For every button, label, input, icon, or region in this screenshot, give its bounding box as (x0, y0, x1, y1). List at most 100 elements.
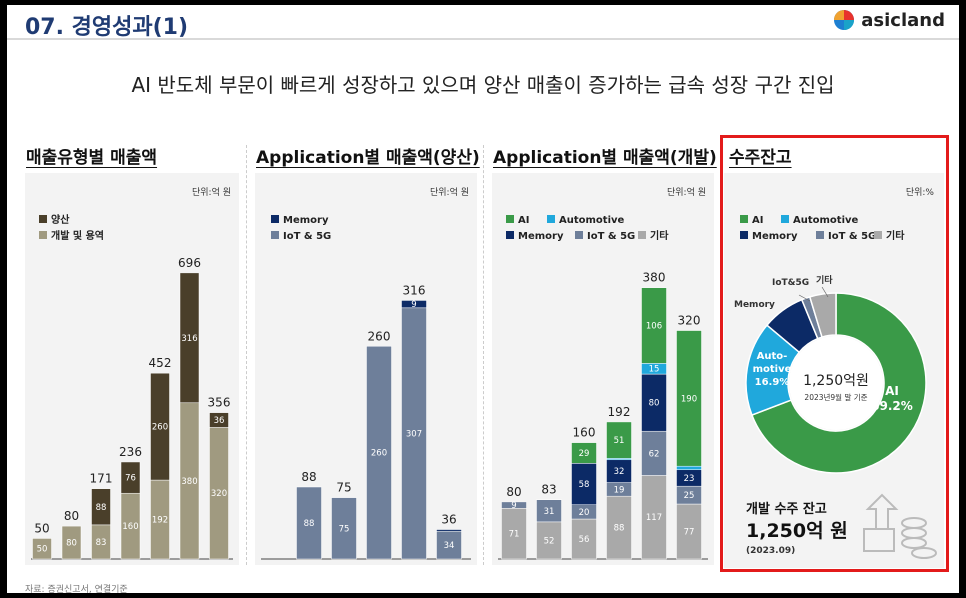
bar-iot-5g-2018 (501, 501, 527, 509)
bar-양산-2020 (120, 461, 141, 494)
bar-기타-23.06 (676, 503, 702, 560)
legend-swatch-automotive (781, 215, 789, 223)
bar-total-label: 696 (178, 256, 201, 270)
bar-value-label: 380 (181, 477, 197, 487)
bar-value-label: 192 (152, 516, 168, 526)
bar-memory-23.06 (436, 529, 462, 532)
slice-label-iot: IoT&5G (772, 278, 809, 288)
bar-value-label: 106 (646, 322, 662, 332)
panel-title-app-mass: Application별 매출액(양산) (256, 148, 480, 168)
center-value: 1,250억원 (803, 373, 869, 389)
bar-memory-2022 (401, 300, 427, 309)
bar-양산-23.06 (209, 412, 229, 428)
bar-iot-5g-2021 (366, 346, 392, 560)
legend-label-양산: 양산 (51, 213, 70, 226)
bar-value-label: 36 (214, 416, 225, 426)
bar-value-label: 9 (511, 501, 516, 511)
legend-label-iot-5g: IoT & 5G (587, 231, 635, 242)
bar-value-label: 34 (444, 541, 455, 551)
legend-swatch-ai (506, 215, 514, 223)
bar-total-label: 452 (149, 356, 172, 370)
legend-swatch-iot-5g (271, 231, 279, 239)
bar-value-label: 76 (125, 474, 136, 484)
bar-value-label: 9 (411, 300, 416, 310)
legend-swatch-ai (740, 215, 748, 223)
bar-value-label: 32 (614, 467, 625, 477)
leader-line (798, 294, 811, 302)
legend-label-ai: AI (518, 215, 529, 226)
bar-개발-및-용역-2017 (32, 538, 52, 560)
bar-value-label: 31 (544, 507, 555, 517)
bar-total-label: 50 (34, 521, 49, 535)
headline: AI 반도체 부문이 빠르게 성장하고 있으며 양산 매출이 증가하는 급속 성… (131, 73, 835, 97)
bar-total-label: 236 (119, 445, 142, 459)
header-divider (7, 38, 959, 40)
slice-label-other: 기타 (816, 274, 833, 286)
logo-icon (834, 10, 855, 30)
slice-ai (750, 292, 927, 474)
legend-swatch-memory (271, 215, 279, 223)
bar-iot-5g-2019 (536, 499, 562, 523)
bar-value-label: 71 (509, 530, 520, 540)
bar-value-label: 19 (614, 485, 625, 495)
bar-ai-2021 (606, 421, 632, 459)
legend-label-memory: Memory (518, 231, 564, 242)
slide: 07. 경영성과(1) asicland AI 반도체 부문이 빠르게 성장하고… (7, 5, 959, 593)
bar-양산-2021 (150, 372, 170, 481)
source-note: 자료: 증권신고서, 연결기준 (25, 585, 128, 593)
legend-label-automotive: Automotive (793, 215, 859, 226)
bar-value-label: 75 (339, 524, 350, 534)
bar-ai-2022 (641, 287, 667, 364)
panel-divider (246, 145, 247, 565)
unit-label: 단위:% (906, 187, 935, 198)
slice-label-ai: AI (885, 384, 899, 398)
legend-label-automotive: Automotive (559, 215, 625, 226)
bar-value-label: 117 (646, 513, 662, 523)
bar-기타-2018 (501, 508, 527, 560)
legend-label-memory: Memory (752, 231, 798, 242)
bar-iot-5g-2022 (641, 430, 667, 476)
chart-background (255, 173, 477, 565)
donut-center (789, 336, 883, 430)
backlog-highlight-box (720, 135, 949, 572)
bar-total-label: 83 (541, 483, 556, 497)
legend-swatch-기타 (638, 231, 646, 239)
bar-automotive-23.06 (676, 465, 702, 471)
bar-value-label: 15 (649, 365, 660, 375)
bar-value-label: 88 (614, 524, 625, 534)
legend-swatch-iot-5g (816, 231, 824, 239)
bar-value-label: 88 (304, 519, 315, 529)
bar-value-label: 77 (684, 528, 695, 538)
bar-value-label: 80 (66, 539, 77, 549)
bar-ai-23.06 (676, 330, 702, 467)
bar-기타-2019 (536, 521, 562, 560)
bar-value-label: 52 (544, 536, 555, 546)
logo-text: asicland (861, 9, 945, 31)
bar-value-label: 58 (579, 480, 590, 490)
bar-value-label: 62 (649, 449, 660, 459)
bar-양산-2019 (91, 488, 111, 526)
leader-line (821, 286, 829, 298)
bar-total-label: 80 (506, 485, 521, 499)
panel-divider (483, 145, 484, 565)
bar-memory-2020 (571, 463, 597, 505)
legend-swatch-memory (506, 231, 514, 239)
bar-ai-2020 (571, 442, 597, 464)
center-note: 2023년9월 말 기준 (804, 392, 867, 402)
legend-label-기타: 기타 (650, 229, 669, 242)
bar-value-label: 316 (181, 334, 197, 344)
backlog-label: 개발 수주 잔고 (746, 501, 827, 517)
bar-total-label: 88 (301, 470, 316, 484)
bar-value-label: 190 (681, 394, 697, 404)
legend-label-iot-5g: IoT & 5G (283, 231, 331, 242)
legend-swatch-개발-및-용역 (39, 231, 47, 239)
slice-label-ai: 69.2% (871, 399, 913, 413)
backlog-value: 1,250억 원 (746, 520, 848, 542)
bar-개발-및-용역-2018 (61, 525, 82, 560)
slice-label-automotive: motive (753, 364, 792, 375)
legend-label-개발-및-용역: 개발 및 용역 (51, 229, 104, 242)
legend-swatch-기타 (874, 231, 882, 239)
bar-value-label: 260 (371, 449, 387, 459)
slice-label-memory: Memory (734, 300, 775, 310)
